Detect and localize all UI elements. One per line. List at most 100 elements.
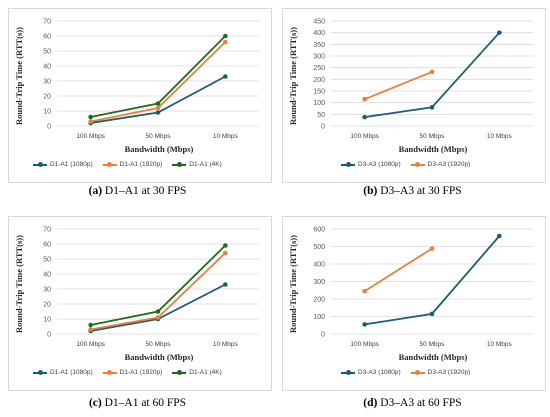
data-point: [88, 327, 93, 332]
y-tick-label: 70: [43, 19, 51, 26]
y-tick-label: 350: [313, 42, 325, 49]
y-axis-label: Round-Trip Time (RTT(s)): [14, 27, 24, 125]
chart-svg-c: 0 10 20 30 40 50 60 70 100 Mbps 50 Mbps 10 Mbps: [43, 227, 259, 348]
legend-item: D1-A1 (1080p): [33, 369, 93, 376]
caption-c: (c) D1–A1 at 60 FPS: [88, 397, 187, 409]
x-tick-label: 100 Mbps: [76, 341, 105, 348]
series-line: [364, 71, 433, 101]
data-point: [429, 69, 435, 75]
legend-label: D1-A1 (4K): [189, 161, 222, 168]
data-point: [155, 101, 161, 106]
y-tick-label: 30: [43, 287, 51, 294]
x-tick-label: 10 Mbps: [213, 341, 239, 348]
data-point: [223, 74, 228, 79]
data-point: [362, 114, 367, 120]
y-tick-label: 40: [43, 272, 51, 279]
chart-panel-c: 0 10 20 30 40 50 60 70 100 Mbps 50 Mbps 10 Mbps Ro…: [8, 216, 272, 391]
y-tick-label: 100: [313, 314, 325, 321]
legend-swatch: [33, 369, 47, 375]
x-axis-label: Bandwidth (Mbps): [398, 144, 468, 154]
y-tick-label: 60: [43, 34, 51, 41]
data-point: [223, 243, 228, 248]
legend-item: D3-A3 (1080p): [341, 369, 401, 376]
y-tick-label: 30: [43, 79, 51, 86]
y-tick-label: 200: [313, 297, 325, 304]
data-point: [155, 309, 161, 314]
legend-swatch: [410, 369, 425, 375]
data-point: [88, 114, 93, 120]
legend-item: D1-A1 (1920p): [102, 161, 163, 168]
x-tick-label: 50 Mbps: [146, 133, 172, 140]
legend-label: D1-A1 (1080p): [50, 161, 93, 168]
data-point: [88, 322, 93, 328]
x-tick-label: 10 Mbps: [213, 133, 239, 140]
legend-item: D3-A3 (1920p): [410, 369, 471, 376]
y-tick-label: 0: [321, 124, 325, 131]
legend-item: D3-A3 (1080p): [341, 161, 401, 168]
x-axis-label: Bandwidth (Mbps): [398, 352, 468, 362]
legend-label: D1-A1 (1920p): [119, 161, 163, 168]
chart-svg-a: 0 10 20 30 40 50 60 70 100 Mbps 50 Mbps 10 Mbps: [43, 19, 259, 140]
y-tick-label: 450: [313, 19, 325, 26]
caption-a: (a) D1–A1 at 30 FPS: [88, 185, 187, 197]
chart-svg-b: 0 50 100 150 200 250 300 350 400 450 100 Mbps 50 Mb…: [313, 19, 533, 140]
legend-swatch: [102, 369, 117, 375]
y-tick-label: 300: [313, 54, 325, 61]
legend-item: D1-A1 (4K): [172, 161, 222, 168]
legend-label: D1-A1 (1080p): [50, 369, 93, 376]
y-tick-label: 10: [43, 317, 51, 324]
chart-panel-d: 0 100 200 300 400 500 600 100 Mbps 50 Mbps 10 Mbp…: [282, 216, 546, 391]
caption-d: (d) D3–A3 at 60 FPS: [363, 397, 462, 409]
y-tick-label: 20: [43, 94, 51, 101]
legend-swatch: [33, 161, 47, 167]
legend: D1-A1 (1080p) D1-A1 (1920p) D1-A1 (4K): [33, 161, 222, 168]
legend-label: D3-A3 (1080p): [358, 161, 401, 168]
y-tick-label: 0: [47, 332, 51, 339]
legend-label: D3-A3 (1920p): [427, 161, 471, 168]
y-tick-label: 600: [313, 227, 325, 234]
y-tick-label: 0: [321, 332, 325, 339]
x-axis-label: Bandwidth (Mbps): [124, 144, 194, 154]
legend-swatch: [341, 161, 355, 167]
y-tick-label: 50: [317, 112, 325, 119]
x-tick-label: 10 Mbps: [487, 133, 513, 140]
legend-swatch: [172, 369, 187, 375]
series-line: [90, 283, 226, 332]
y-tick-label: 400: [313, 262, 325, 269]
chart-svg-d: 0 100 200 300 400 500 600 100 Mbps 50 Mbps 10 Mbp…: [313, 227, 533, 348]
y-axis-label: Round-Trip Time (RTT(s)): [288, 235, 298, 333]
legend-swatch: [341, 369, 355, 375]
legend-swatch: [410, 161, 425, 167]
y-tick-label: 300: [313, 279, 325, 286]
data-point: [223, 39, 228, 45]
y-axis-label: Round-Trip Time (RTT(s)): [14, 235, 24, 333]
legend-item: D3-A3 (1920p): [410, 161, 471, 168]
data-point: [497, 233, 502, 239]
data-point: [497, 30, 502, 35]
series-line: [364, 247, 433, 292]
x-tick-label: 50 Mbps: [146, 341, 172, 348]
y-tick-label: 500: [313, 244, 325, 251]
legend-swatch: [102, 161, 117, 167]
x-tick-label: 100 Mbps: [76, 133, 105, 140]
y-tick-label: 70: [43, 227, 51, 234]
y-tick-label: 200: [313, 77, 325, 84]
caption-b: (b) D3–A3 at 30 FPS: [363, 185, 462, 197]
legend-label: D3-A3 (1920p): [427, 369, 471, 376]
x-tick-label: 10 Mbps: [487, 341, 513, 348]
data-point: [155, 110, 161, 115]
data-point: [223, 33, 228, 39]
y-tick-label: 50: [43, 257, 51, 264]
data-point: [362, 96, 367, 102]
y-tick-label: 60: [43, 242, 51, 249]
x-tick-label: 50 Mbps: [420, 133, 446, 140]
y-tick-label: 40: [43, 64, 51, 71]
data-point: [429, 311, 435, 317]
y-tick-label: 10: [43, 109, 51, 116]
data-point: [429, 105, 435, 110]
x-tick-label: 100 Mbps: [350, 133, 379, 140]
legend-label: D1-A1 (4K): [189, 369, 222, 376]
legend: D3-A3 (1080p) D3-A3 (1920p): [341, 161, 470, 168]
data-point: [223, 250, 228, 256]
legend-label: D1-A1 (1920p): [119, 369, 163, 376]
